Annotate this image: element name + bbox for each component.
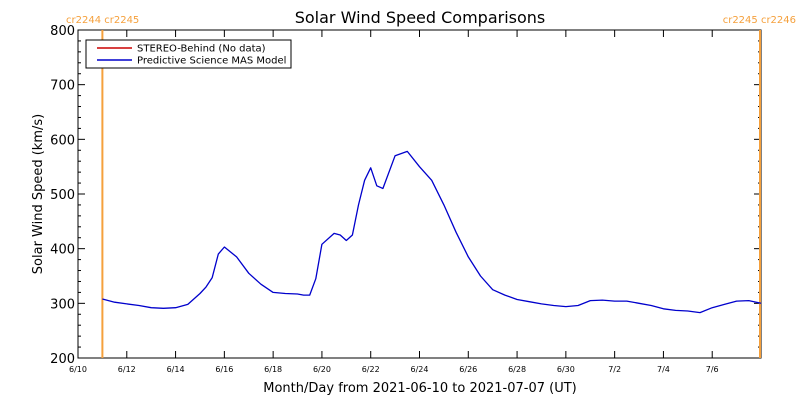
y-tick-label: 600 <box>50 133 75 148</box>
x-tick-label: 6/28 <box>508 365 526 374</box>
y-tick-label: 800 <box>50 24 75 39</box>
series-line-mas-model <box>102 150 762 314</box>
x-tick-label: 6/22 <box>362 365 380 374</box>
x-tick-label: 7/6 <box>706 365 719 374</box>
x-tick-label: 6/12 <box>118 365 136 374</box>
chart-title: Solar Wind Speed Comparisons <box>295 8 546 27</box>
carrington-label-right: cr2245 cr2246 <box>723 15 796 26</box>
x-tick-label: 6/30 <box>557 365 575 374</box>
legend-label-mas-model: Predictive Science MAS Model <box>137 56 286 67</box>
x-tick-label: 6/18 <box>264 365 282 374</box>
legend: STEREO-Behind (No data) Predictive Scien… <box>85 39 292 69</box>
y-tick-label: 300 <box>50 297 75 312</box>
plot-frame <box>77 29 762 359</box>
x-tick-label: 6/24 <box>411 365 429 374</box>
x-tick-label: 7/4 <box>657 365 670 374</box>
y-tick-label: 400 <box>50 243 75 258</box>
legend-box <box>85 39 292 69</box>
x-tick-label: 6/26 <box>459 365 477 374</box>
y-axis-label: Solar Wind Speed (km/s) <box>31 114 46 274</box>
x-tick-label: 6/20 <box>313 365 331 374</box>
y-tick-label: 700 <box>50 79 75 94</box>
x-axis-label: Month/Day from 2021-06-10 to 2021-07-07 … <box>263 381 576 396</box>
x-tick-label: 6/10 <box>69 365 87 374</box>
x-tick-label: 6/16 <box>215 365 233 374</box>
carrington-label-left: cr2244 cr2245 <box>66 15 139 26</box>
x-tick-label: 6/14 <box>167 365 185 374</box>
x-tick-label: 7/2 <box>608 365 621 374</box>
y-tick-label: 500 <box>50 188 75 203</box>
y-tick-label: 200 <box>50 352 75 367</box>
legend-label-stereo-behind: STEREO-Behind (No data) <box>137 44 266 55</box>
